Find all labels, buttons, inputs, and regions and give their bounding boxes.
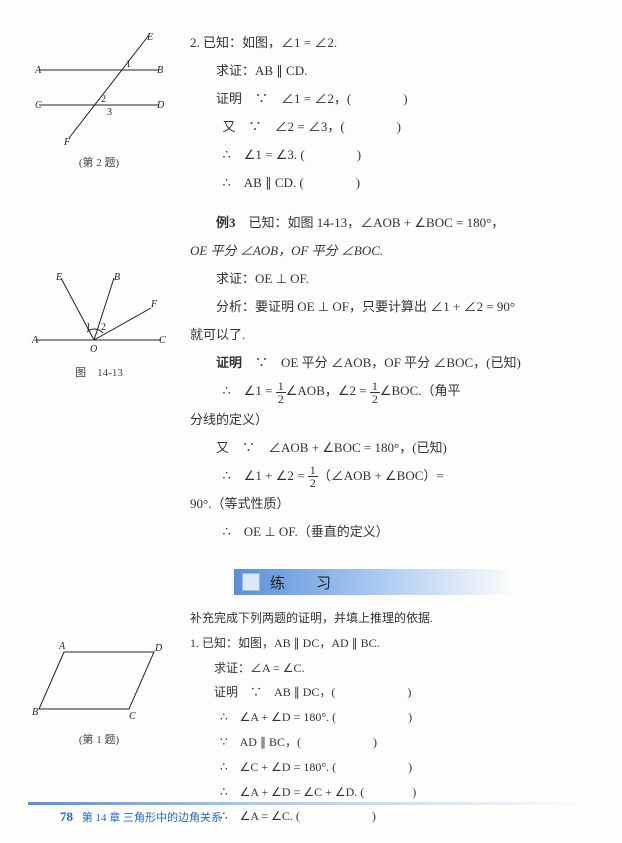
half-d3: 2 <box>308 477 318 489</box>
pt-D1: D <box>154 643 163 654</box>
fig-ex1-svg: A D B C <box>29 637 169 727</box>
ang1-3: 1 <box>86 322 91 333</box>
fig-14-13-svg: A C E B F O 1 2 <box>29 270 169 360</box>
pt-B: B <box>157 65 163 76</box>
pt-F: F <box>63 137 71 148</box>
ex1-prove: 求证：∠A = ∠C. <box>214 661 305 675</box>
fig2-svg: A B C D E F 1 2 3 <box>29 30 169 150</box>
exercise-text: 补充完成下列两题的证明，并填上推理的依据. 1. 已知：如图，AB ∥ DC，A… <box>190 607 598 830</box>
fig2-caption: (第 2 题) <box>24 154 174 170</box>
pt-C3: C <box>159 335 166 346</box>
ex3-title: 例3 <box>216 215 236 230</box>
ex3-analysis2: 就可以了. <box>190 327 245 342</box>
footer-bar <box>28 802 588 805</box>
p2-l1: 又 ∵ ∠2 = ∠3，( ) <box>223 119 402 134</box>
half-n2: 1 <box>370 380 380 393</box>
figure-problem-2: A B C D E F 1 2 3 (第 2 题) <box>24 30 174 170</box>
ex1-l3: ∴ ∠C + ∠D = 180°. ( ) <box>220 760 412 774</box>
pt-C1: C <box>129 711 136 722</box>
ex1-l0: ∵ AB ∥ DC，( ) <box>250 685 411 699</box>
ex1-proof-label: 证明 <box>214 685 238 699</box>
banner-icon <box>242 573 260 591</box>
ex1-l4: ∴ ∠A + ∠D = ∠C + ∠D. ( ) <box>220 785 416 799</box>
ang2-3: 2 <box>101 322 106 333</box>
figure-14-13: A C E B F O 1 2 图 14-13 <box>24 210 174 380</box>
pt-D: D <box>156 100 165 111</box>
pt-A: A <box>34 65 42 76</box>
ex-intro: 补充完成下列两题的证明，并填上推理的依据. <box>190 611 433 625</box>
example-3-row: A C E B F O 1 2 图 14-13 例3 已知：如图 14-13，∠… <box>24 210 598 547</box>
ang-3: 3 <box>107 107 112 118</box>
pt-E3: E <box>55 272 62 283</box>
pt-O3: O <box>90 344 97 355</box>
ex1-l2: ∵ AD ∥ BC，( ) <box>220 735 377 749</box>
ex3-l4b: （∠AOB + ∠BOC）= <box>318 468 444 483</box>
fig-ex1-caption: (第 1 题) <box>24 731 174 747</box>
problem-2-text: 2. 已知：如图，∠1 = ∠2. 求证：AB ∥ CD. 证明 ∵ ∠1 = … <box>190 30 598 198</box>
pt-E: E <box>146 32 153 43</box>
ex1-given: 已知：如图，AB ∥ DC，AD ∥ BC. <box>202 636 380 650</box>
ang-1: 1 <box>126 59 131 70</box>
ex3-proof-label: 证明 <box>216 355 242 370</box>
ex1-l1: ∴ ∠A + ∠D = 180°. ( ) <box>220 710 412 724</box>
chapter-title: 第 14 章 三角形中的边角关系 <box>82 812 222 824</box>
ex3-l4a: ∴ ∠1 + ∠2 = <box>223 468 308 483</box>
ex3-given2: OE 平分 ∠AOB，OF 平分 ∠BOC. <box>190 243 383 258</box>
exercise-banner: 练 习 <box>234 569 514 595</box>
banner-text: 练 习 <box>270 572 339 593</box>
pt-B1: B <box>32 707 38 718</box>
fig-14-13-caption: 图 14-13 <box>24 364 174 380</box>
exercise-row: A D B C (第 1 题) 补充完成下列两题的证明，并填上推理的依据. 1.… <box>24 607 598 830</box>
pt-A1: A <box>58 641 66 652</box>
p2-l2: ∴ ∠1 = ∠3. ( ) <box>223 147 362 162</box>
half-d1: 2 <box>276 393 286 405</box>
pt-B3: B <box>114 272 120 283</box>
page-number: 78 <box>60 809 73 824</box>
ex3-l1: ∵ OE 平分 ∠AOB，OF 平分 ∠BOC，(已知) <box>255 355 521 370</box>
ex1-label: 1. <box>190 636 199 650</box>
p2-given: 已知：如图，∠1 = ∠2. <box>203 35 337 50</box>
ex3-l5: 90°.（等式性质） <box>190 496 289 511</box>
pt-C: C <box>35 100 42 111</box>
ex3-l6: ∴ OE ⊥ OF.（垂直的定义） <box>223 524 389 539</box>
pt-A3: A <box>31 335 39 346</box>
half-d2: 2 <box>370 393 380 405</box>
p2-l0: ∵ ∠1 = ∠2，( ) <box>255 91 408 106</box>
p2-prove: 求证：AB ∥ CD. <box>216 63 307 78</box>
page-footer: 78 第 14 章 三角形中的边角关系 <box>60 809 222 825</box>
ex3-analysis: 分析：要证明 OE ⊥ OF，只要计算出 ∠1 + ∠2 = 90° <box>216 299 515 314</box>
pt-F3: F <box>150 299 158 310</box>
p2-l3: ∴ AB ∥ CD. ( ) <box>223 175 361 190</box>
problem-2-row: A B C D E F 1 2 3 (第 2 题) 2. 已知：如图，∠1 = … <box>24 30 598 198</box>
ang-2: 2 <box>101 94 106 105</box>
ex3-l2b: ∠AOB，∠2 = <box>286 383 370 398</box>
ex1-l5: ∴ ∠A = ∠C. ( ) <box>220 809 376 823</box>
ex3-l2d: 分线的定义） <box>190 412 268 427</box>
ex3-given: 已知：如图 14-13，∠AOB + ∠BOC = 180°， <box>249 215 505 230</box>
figure-exercise-1: A D B C (第 1 题) <box>24 607 174 747</box>
example-3-text: 例3 已知：如图 14-13，∠AOB + ∠BOC = 180°， OE 平分… <box>190 210 598 547</box>
p2-proof-label: 证明 <box>216 91 242 106</box>
ex3-l2c: ∠BOC.（角平 <box>380 383 461 398</box>
ex3-l2a: ∴ ∠1 = <box>223 383 276 398</box>
half-n1: 1 <box>276 380 286 393</box>
p2-label: 2. <box>190 35 200 50</box>
ex3-l3: 又 ∵ ∠AOB + ∠BOC = 180°，(已知) <box>216 440 447 455</box>
ex3-prove: 求证：OE ⊥ OF. <box>216 271 309 286</box>
